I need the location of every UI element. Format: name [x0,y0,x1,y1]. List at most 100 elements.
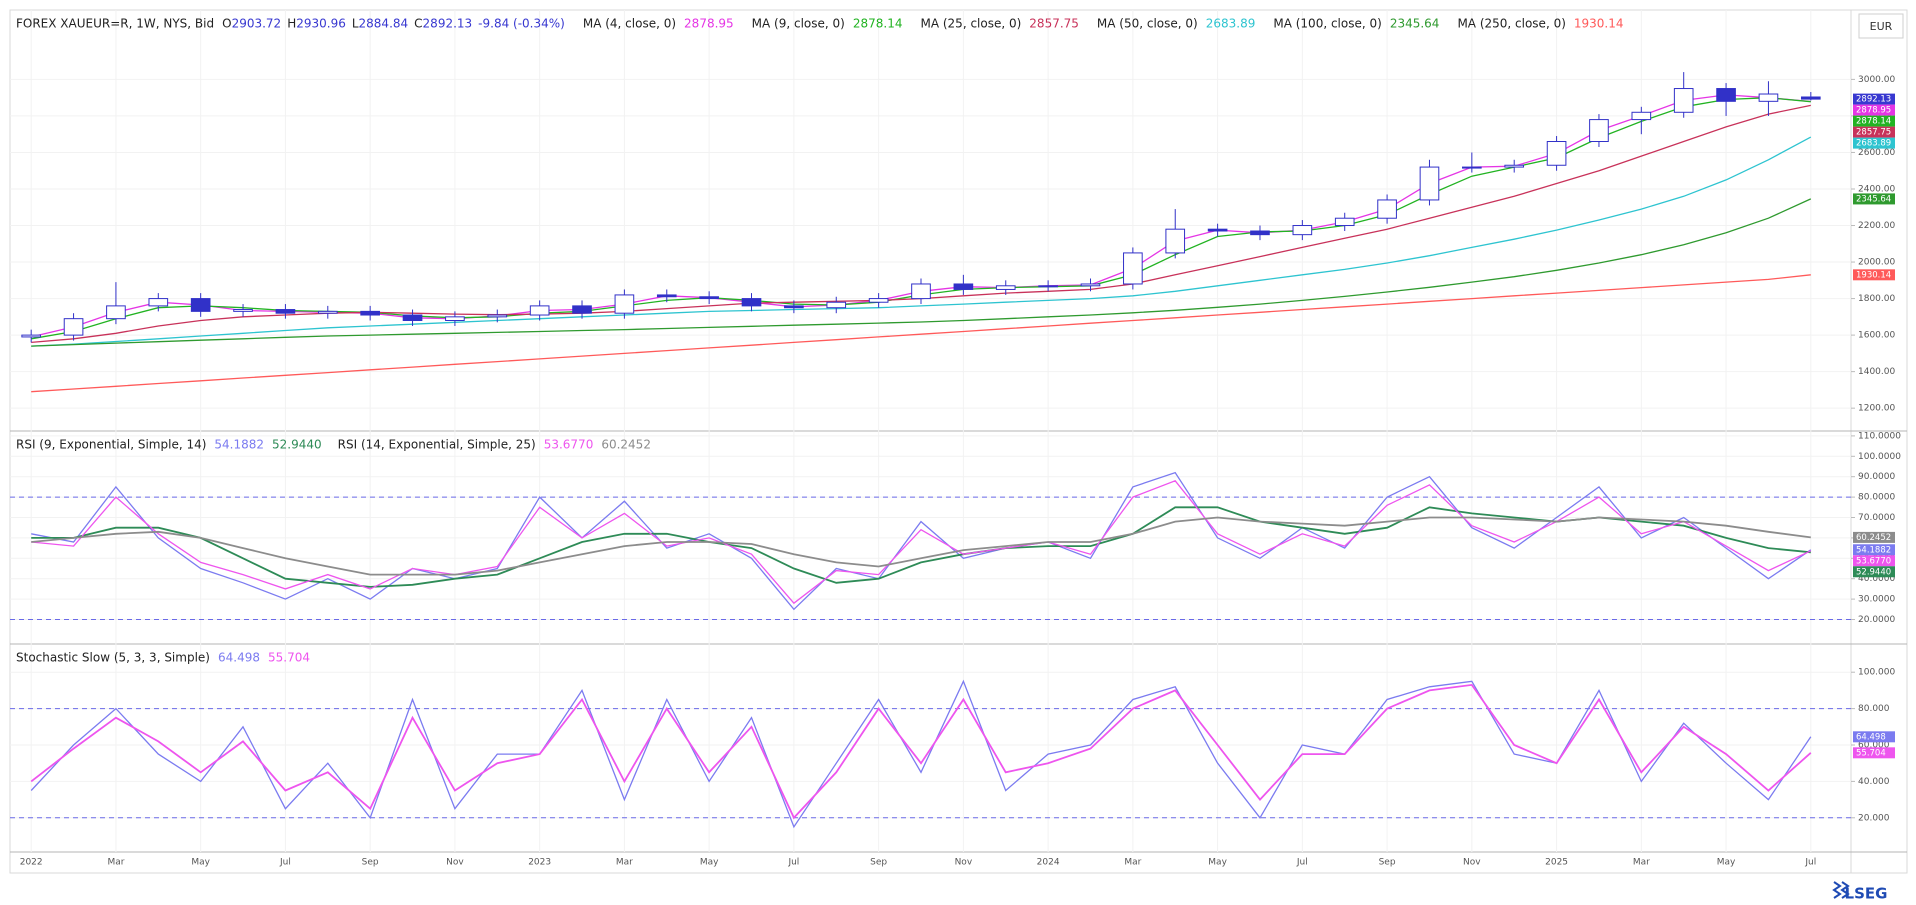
y-tick-label: 1200.00 [1858,404,1895,414]
logo-mark [1832,881,1850,899]
price-tag [1853,747,1895,759]
price-tag [1853,544,1895,556]
candle-body [1758,93,1779,102]
y-tick-label: 80.0000 [1858,493,1895,503]
candle-body [1250,230,1270,236]
legend-text: MA (4, close, 0) [583,17,676,31]
price-tag-label: 55.704 [1856,748,1886,758]
price-tag [1853,104,1895,116]
legend-text: 2884.84 [359,17,409,31]
legend-text: 55.704 [268,651,310,665]
legend-text: 52.9440 [272,438,322,452]
candle-body [656,294,677,298]
x-tick-label: Sep [1379,858,1396,868]
y-tick-label: 2600.00 [1858,148,1895,158]
y-tick-label: 90.0000 [1858,472,1895,482]
price-tag-label: 2683.89 [1856,139,1891,149]
candle-body [1419,166,1440,201]
candle-body [233,309,253,312]
candle-body [572,305,592,314]
x-tick-label: Mar [616,858,633,868]
candle-body [1716,88,1736,102]
x-tick-label: Sep [362,858,379,868]
indicator-line [31,198,1812,347]
candle-body [1038,285,1058,288]
legend-text: 60.2452 [601,438,651,452]
x-tick-label: 2024 [1037,858,1060,868]
candle-body [63,318,84,336]
x-tick-label: Jul [1804,858,1816,868]
price-tag [1853,93,1895,105]
legend-text: MA (50, close, 0) [1097,17,1198,31]
x-tick-label: Mar [107,858,124,868]
x-tick-label: May [700,858,719,868]
legend-text: 2878.14 [853,17,903,31]
y-tick-label: 80.000 [1858,704,1890,714]
candle-body [953,283,974,290]
y-tick-label: 40.0000 [1858,574,1895,584]
candle-body [614,294,635,314]
candle-body [995,285,1016,290]
candle-body [1292,225,1313,236]
candle-body [487,314,508,318]
price-tag-label: 1930.14 [1856,270,1891,280]
legend-text: MA (100, close, 0) [1273,17,1381,31]
legend-text: FOREX XAUEUR=R, 1W, NYS, Bid [16,17,214,31]
candle-body [529,305,550,316]
y-tick-label: 110.0000 [1858,431,1901,441]
price-tag-label: 64.498 [1856,732,1886,742]
candle-body [1080,283,1101,287]
price-tag [1853,555,1895,567]
legend-text: RSI (14, Exponential, Simple, 25) [338,438,536,452]
signal-line [31,516,1811,576]
x-tick-label: 2022 [20,858,43,868]
legend-text: 53.6770 [544,438,594,452]
signal-line [30,683,1812,820]
legend-text: 64.498 [218,651,260,665]
candle-body [1800,96,1821,100]
legend-text: 1930.14 [1574,17,1624,31]
legend-text: 54.1882 [214,438,264,452]
legend-text: 2930.96 [296,17,346,31]
candle-body [1207,228,1228,232]
y-tick-label: 1600.00 [1858,331,1895,341]
candle-body [275,309,296,314]
candle-body [190,298,211,312]
currency-button[interactable] [1858,13,1904,39]
candle-body [1377,199,1397,219]
x-tick-label: Mar [1633,858,1650,868]
price-tag-label: 2878.95 [1856,106,1891,116]
y-tick-label: 1800.00 [1858,294,1895,304]
y-tick-label: 2200.00 [1858,221,1895,231]
candle-body [1462,166,1482,169]
price-tag-label: 2857.75 [1856,128,1891,138]
y-tick-label: 3000.00 [1858,75,1895,85]
legend-text: 2903.72 [232,17,282,31]
candle-body [741,298,762,307]
y-tick-label: 100.0000 [1858,452,1901,462]
legend-text: O [222,17,231,31]
legend-text: 2878.95 [684,17,734,31]
candle-body [1589,119,1609,143]
signal-line [31,506,1811,588]
x-tick-label: May [1208,858,1227,868]
price-tag-label: 60.2452 [1856,533,1891,543]
price-tag [1853,193,1895,205]
x-tick-label: May [1717,858,1736,868]
price-tag-label: 2892.13 [1856,95,1891,105]
y-tick-label: 100.000 [1858,668,1895,678]
x-tick-label: 2023 [528,858,551,868]
candle-body [911,283,931,300]
logo-text: LSEG [1845,885,1888,903]
price-tag [1853,566,1895,578]
legend-text: H [287,17,296,31]
indicator-line [31,480,1812,605]
price-tag [1853,115,1895,127]
legend-text: MA (25, close, 0) [920,17,1021,31]
candle-body [1631,111,1652,121]
y-tick-label: 2400.00 [1858,184,1895,194]
candle-body [1504,164,1525,168]
legend-text: MA (250, close, 0) [1457,17,1565,31]
